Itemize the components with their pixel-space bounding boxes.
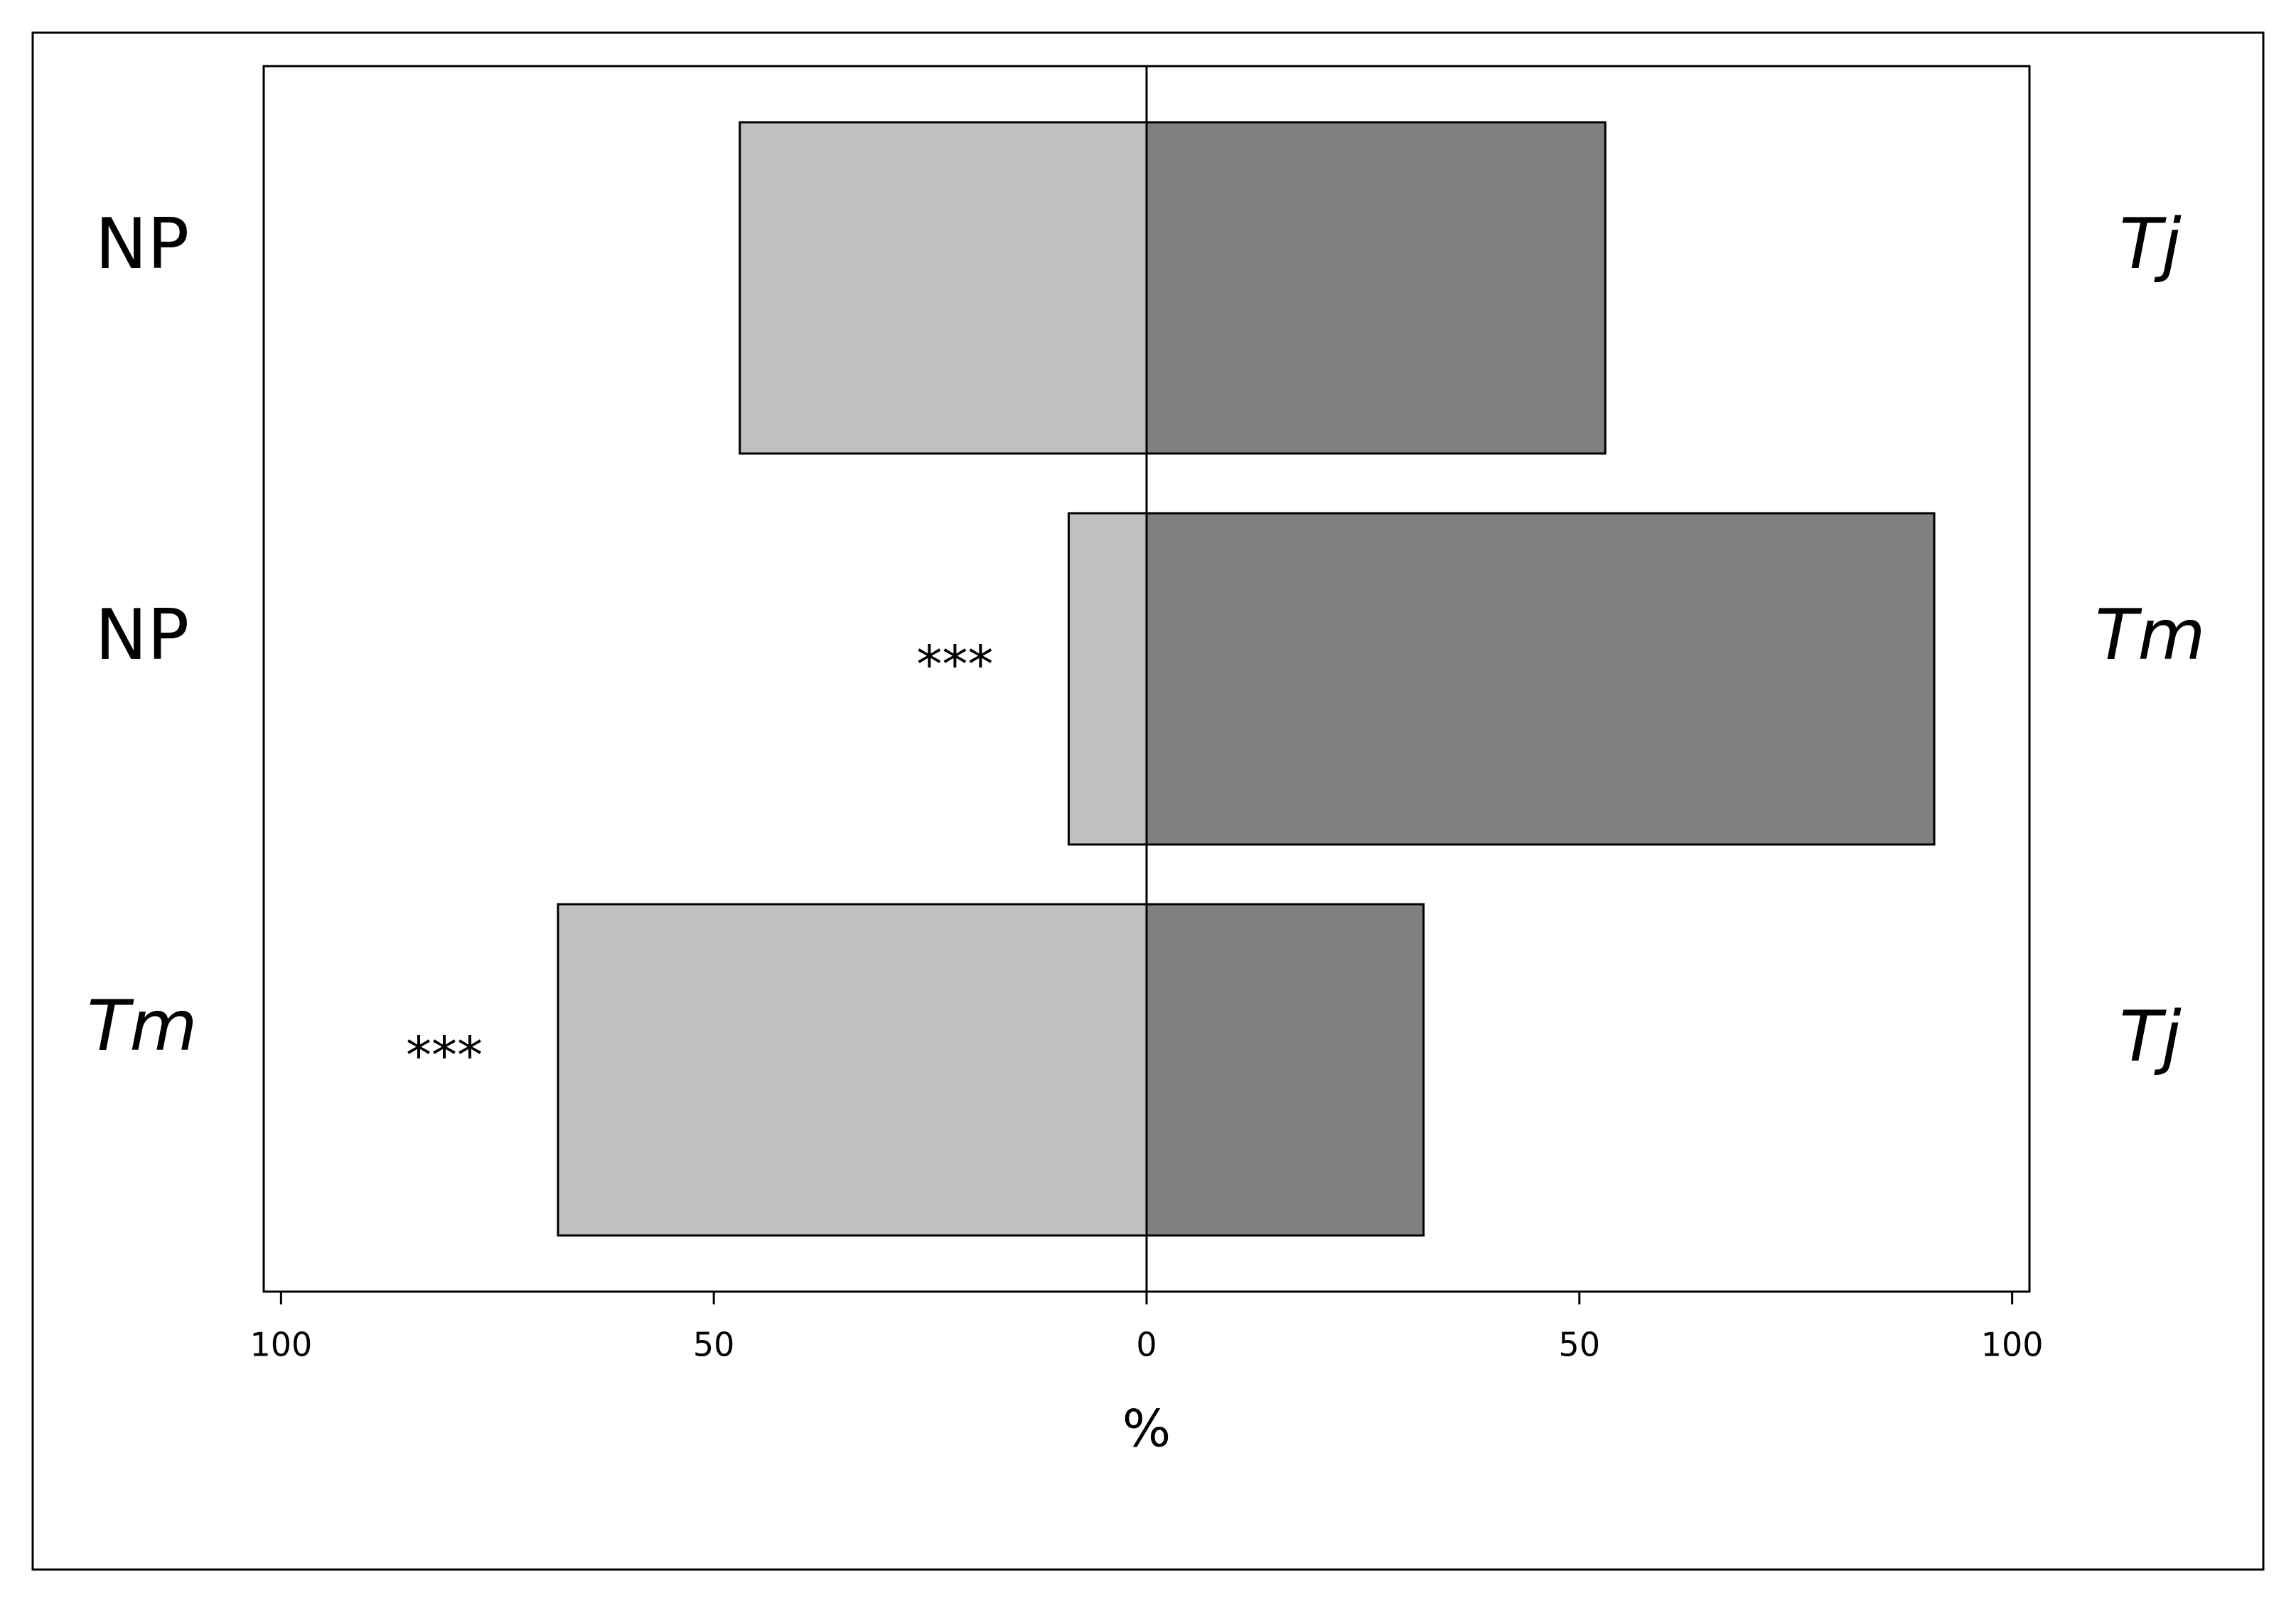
x-tick-label: 50 [693,1326,735,1364]
x-tick-label: 50 [1559,1326,1601,1364]
x-tick-label: 100 [250,1326,312,1364]
significance-label: *** [916,635,993,695]
right-label: Tj [2119,997,2182,1078]
x-tick-label: 0 [1136,1326,1157,1364]
bar [1145,903,1425,1237]
bar [557,903,1148,1237]
x-axis-label: % [1122,1399,1171,1459]
left-label: Tm [87,986,197,1067]
x-tick-label: 100 [1981,1326,2044,1364]
outer-border [31,31,2265,1571]
left-label: NP [95,595,189,676]
left-label: NP [95,204,189,285]
bar [1145,121,1606,455]
bar [1067,512,1148,846]
significance-label: *** [406,1026,483,1085]
bar [739,121,1148,455]
bar [1145,512,1936,846]
right-label: Tm [2095,595,2205,676]
right-label: Tj [2119,204,2182,285]
